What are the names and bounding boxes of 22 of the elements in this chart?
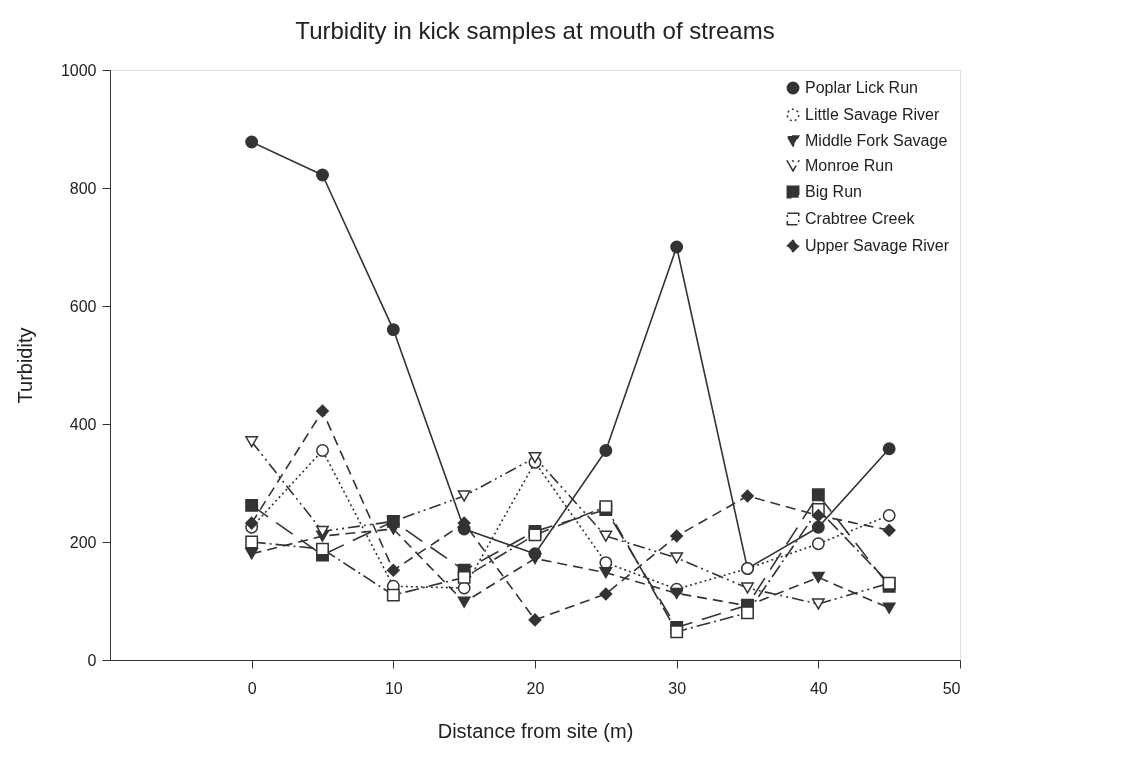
legend-label: Little Savage River (805, 106, 940, 123)
legend-label: Poplar Lick Run (805, 79, 918, 96)
legend-label: Monroe Run (805, 157, 894, 174)
y-tick-label: 600 (69, 297, 97, 315)
x-tick-label: 20 (526, 679, 545, 697)
x-axis-title: Distance from site (m) (437, 719, 634, 742)
legend-label: Crabtree Creek (805, 210, 916, 227)
x-tick-label: 50 (942, 679, 961, 697)
y-tick-label: 1000 (60, 61, 97, 79)
legend-label: Big Run (805, 183, 862, 200)
y-tick-label: 200 (69, 533, 97, 551)
chart-title: Turbidity in kick samples at mouth of streams (295, 17, 775, 44)
y-tick-label: 800 (69, 179, 97, 197)
legend-label: Middle Fork Savage (805, 132, 948, 149)
y-tick-label: 0 (87, 651, 97, 669)
x-tick-label: 0 (247, 679, 257, 697)
y-axis-title: Turbidity (13, 327, 36, 404)
x-tick-label: 30 (668, 679, 687, 697)
y-tick-label: 400 (69, 415, 97, 433)
x-tick-label: 40 (809, 679, 828, 697)
x-tick-label: 10 (384, 679, 403, 697)
legend-label: Upper Savage River (805, 237, 950, 254)
